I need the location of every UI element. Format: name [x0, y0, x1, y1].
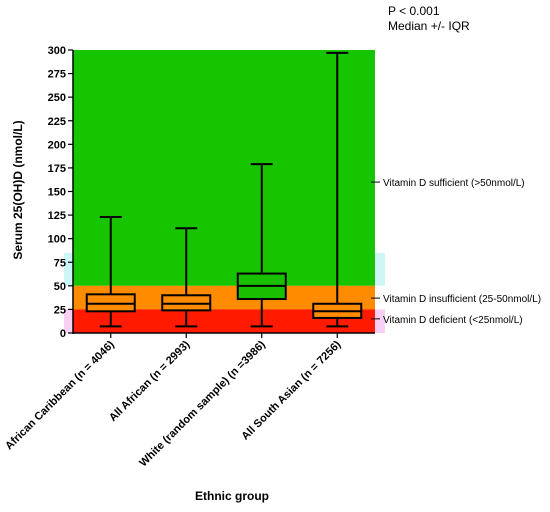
zone-band-2: [73, 309, 375, 333]
y-tick-label: 300: [48, 45, 66, 57]
y-tick-label: 225: [48, 116, 66, 128]
p-value-text: P < 0.001: [388, 4, 440, 18]
box-group-0: [85, 215, 136, 328]
x-tick-label: All African (n = 2993): [107, 338, 193, 424]
y-tick-label: 200: [48, 139, 66, 151]
box-group-3: [312, 51, 363, 328]
box-group-1: [161, 227, 212, 328]
y-tick-label: 0: [60, 328, 66, 340]
zone-band-0: [73, 50, 375, 286]
reference-band-right-cyan: [375, 252, 385, 286]
y-tick-label: 75: [54, 257, 66, 269]
reference-band-left-pink: [64, 309, 74, 333]
x-tick-label: White (random sample) (n =3986): [137, 338, 268, 469]
y-tick-label: 50: [54, 281, 66, 293]
y-tick-label: 150: [48, 187, 66, 199]
reference-band-right-pink: [375, 309, 385, 333]
stats-annotation: P < 0.001 Median +/- IQR: [388, 4, 470, 34]
reference-band-left-cyan: [64, 252, 74, 286]
summary-text: Median +/- IQR: [388, 19, 470, 33]
y-tick-label: 175: [48, 163, 66, 175]
x-tick-label: African Caribbean (n = 4046): [3, 338, 117, 452]
x-axis-label: Ethnic group: [195, 489, 269, 503]
zone-label-2: Vitamin D deficient (<25nmol/L): [383, 315, 523, 326]
zone-label-1: Vitamin D insufficient (25-50nmol/L): [383, 294, 541, 305]
y-tick-label: 25: [54, 304, 66, 316]
y-tick-label: 100: [48, 234, 66, 246]
box-group-2: [236, 163, 287, 328]
y-tick-label: 125: [48, 210, 66, 222]
y-tick-label: 275: [48, 69, 66, 81]
zone-label-0: Vitamin D sufficient (>50nmol/L): [383, 178, 525, 189]
y-tick-label: 250: [48, 92, 66, 104]
zone-band-1: [73, 285, 375, 310]
y-axis-label: Serum 25(OH)D (nmol/L): [11, 120, 25, 259]
